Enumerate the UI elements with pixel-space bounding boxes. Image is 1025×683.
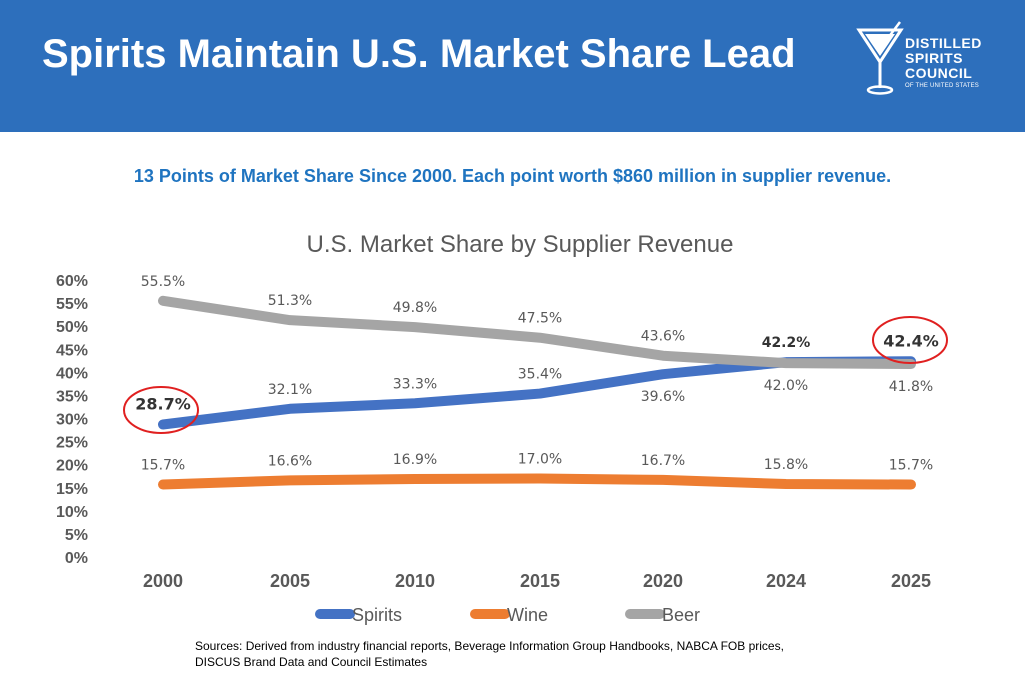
legend-label: Spirits bbox=[352, 605, 402, 625]
data-label: 15.8% bbox=[764, 457, 808, 473]
line-chart: U.S. Market Share by Supplier Revenue 0%… bbox=[56, 231, 948, 625]
data-label: 43.6% bbox=[641, 329, 685, 345]
data-label: 33.3% bbox=[393, 376, 437, 392]
x-tick-label: 2010 bbox=[395, 571, 435, 591]
y-tick-label: 45% bbox=[56, 342, 88, 359]
legend-label: Wine bbox=[507, 605, 548, 625]
source-note: Sources: Derived from industry financial… bbox=[195, 638, 784, 670]
data-label: 16.6% bbox=[268, 453, 312, 469]
logo-subtext: OF THE UNITED STATES bbox=[905, 83, 980, 89]
distilled-spirits-council-logo: DISTILLED SPIRITS COUNCIL OF THE UNITED ST… bbox=[855, 20, 1025, 100]
beer-line bbox=[158, 295, 916, 370]
highlight-circle bbox=[123, 386, 199, 434]
data-label: 42.0% bbox=[764, 378, 808, 394]
data-label: 35.4% bbox=[518, 367, 562, 383]
data-label: 55.5% bbox=[141, 274, 185, 290]
data-label: 47.5% bbox=[518, 311, 562, 327]
x-tick-label: 2000 bbox=[143, 571, 183, 591]
y-tick-label: 50% bbox=[56, 319, 88, 336]
data-label: 51.3% bbox=[268, 293, 312, 309]
data-label: 17.0% bbox=[518, 452, 562, 468]
data-label: 28.7% bbox=[135, 395, 191, 414]
y-tick-label: 10% bbox=[56, 504, 88, 521]
source-line: DISCUS Brand Data and Council Estimates bbox=[195, 655, 428, 669]
subtitle: 13 Points of Market Share Since 2000. Ea… bbox=[133, 166, 892, 186]
data-label: 15.7% bbox=[889, 458, 933, 474]
data-label: 16.7% bbox=[641, 453, 685, 469]
y-tick-label: 60% bbox=[56, 273, 88, 290]
martini-glass-icon bbox=[856, 21, 904, 95]
y-tick-label: 5% bbox=[65, 527, 88, 544]
logo-line: SPIRITS bbox=[905, 50, 963, 66]
y-tick-label: 30% bbox=[56, 412, 88, 429]
x-tick-label: 2024 bbox=[766, 571, 806, 591]
chart-title: U.S. Market Share by Supplier Revenue bbox=[307, 231, 734, 258]
highlight-circle bbox=[872, 316, 948, 364]
y-tick-label: 35% bbox=[56, 388, 88, 405]
data-label: 42.4% bbox=[883, 331, 939, 350]
y-tick-label: 25% bbox=[56, 435, 88, 452]
data-label: 32.1% bbox=[268, 382, 312, 398]
data-label: 16.9% bbox=[393, 452, 437, 468]
data-label: 39.6% bbox=[641, 389, 685, 405]
y-tick-label: 55% bbox=[56, 296, 88, 313]
x-tick-label: 2005 bbox=[270, 571, 310, 591]
x-tick-label: 2015 bbox=[520, 571, 560, 591]
y-tick-label: 15% bbox=[56, 481, 88, 498]
x-tick-label: 2020 bbox=[643, 571, 683, 591]
data-label: 42.2% bbox=[762, 335, 811, 351]
x-tick-label: 2025 bbox=[891, 571, 931, 591]
y-tick-label: 20% bbox=[56, 458, 88, 475]
logo-line: DISTILLED bbox=[905, 35, 982, 51]
legend-label: Beer bbox=[662, 605, 700, 625]
data-label: 41.8% bbox=[889, 379, 933, 395]
page-title: Spirits Maintain U.S. Market Share Lead bbox=[42, 32, 796, 76]
source-line: Sources: Derived from industry financial… bbox=[195, 639, 784, 653]
wine-line bbox=[158, 473, 916, 490]
y-tick-label: 40% bbox=[56, 365, 88, 382]
header-banner: Spirits Maintain U.S. Market Share Lead … bbox=[0, 0, 1025, 132]
y-tick-label: 0% bbox=[65, 550, 88, 567]
data-label: 49.8% bbox=[393, 300, 437, 316]
logo-line: COUNCIL bbox=[905, 65, 973, 81]
data-label: 15.7% bbox=[141, 458, 185, 474]
